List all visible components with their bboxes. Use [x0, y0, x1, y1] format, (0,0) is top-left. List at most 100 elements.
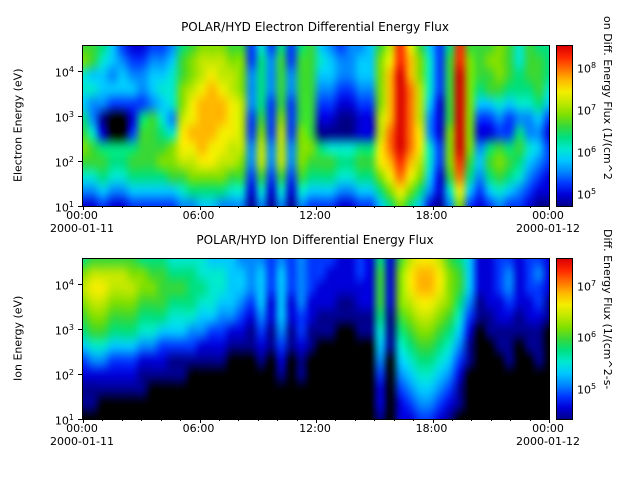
colorbar-axis-label: on Diff. Energy Flux (1/(cm^2	[601, 16, 614, 180]
x-tick-label: 12:00	[299, 422, 331, 435]
x-tick-label: 06:00	[182, 209, 215, 222]
x-tick-mark	[296, 419, 298, 421]
x-tick-mark	[549, 206, 550, 210]
x-tick-mark	[83, 206, 84, 210]
x-tick-mark	[180, 206, 182, 208]
colorbar-tick-labels: 108 107 106 105	[577, 45, 617, 205]
x-tick-mark	[199, 206, 201, 210]
y-tick-label: 103	[54, 109, 74, 125]
x-tick-mark	[374, 419, 376, 421]
y-axis-label: Electron Energy (eV)	[11, 68, 25, 182]
x-tick-mark	[277, 206, 279, 208]
x-tick-mark	[316, 419, 317, 423]
x-tick-mark	[335, 419, 337, 421]
x-tick-mark	[160, 206, 162, 208]
y-tick-label: 102	[54, 154, 74, 170]
x-tick-label: 00:00	[532, 209, 564, 222]
y-tick-label: 102	[54, 367, 74, 383]
y-tick-mark	[78, 283, 83, 285]
electron-spectrogram-canvas	[83, 46, 549, 206]
x-tick-mark	[102, 206, 104, 208]
x-tick-label: 12:00	[299, 209, 331, 222]
x-axis-date-end: 2000-01-12	[516, 435, 580, 448]
y-tick-mark	[78, 70, 83, 72]
y-axis-tick-labels: 104 103 102 101	[30, 258, 78, 428]
y-tick-label: 101	[54, 413, 74, 428]
x-tick-label: 00:00	[66, 422, 98, 435]
x-tick-mark	[432, 419, 434, 423]
y-tick-mark	[78, 419, 83, 420]
x-tick-mark	[549, 419, 550, 423]
x-tick-mark	[529, 206, 531, 208]
y-tick-mark	[78, 160, 83, 162]
y-tick-label: 104	[54, 64, 74, 80]
x-tick-mark	[257, 206, 259, 208]
electron-spectrogram-plot	[78, 45, 550, 210]
x-axis-tick-labels: 00:00 06:00 12:00 18:00 00:00	[66, 209, 564, 223]
y-axis-tick-labels: 104 103 102 101	[30, 45, 78, 215]
x-tick-mark	[451, 206, 453, 208]
x-tick-mark	[393, 419, 395, 421]
x-tick-mark	[490, 419, 492, 421]
panel-title: POLAR/HYD Ion Differential Energy Flux	[196, 233, 434, 247]
x-tick-mark	[257, 419, 259, 421]
colorbar	[556, 258, 573, 420]
ion-flux-panel: POLAR/HYD Ion Differential Energy Flux I…	[0, 213, 640, 463]
x-tick-mark	[413, 419, 415, 421]
y-tick-mark	[78, 206, 83, 207]
x-tick-mark	[199, 419, 201, 423]
ion-spectrogram-canvas	[83, 259, 549, 419]
x-tick-mark	[529, 419, 531, 421]
y-axis-label: Ion Energy (eV)	[11, 295, 25, 381]
y-tick-mark	[78, 115, 83, 117]
x-tick-mark	[141, 206, 143, 208]
x-tick-mark	[180, 419, 182, 421]
x-tick-mark	[218, 206, 220, 208]
x-tick-mark	[160, 419, 162, 421]
x-tick-mark	[471, 206, 473, 208]
x-tick-mark	[316, 206, 317, 210]
colorbar-tick-label: 105	[577, 382, 597, 397]
x-tick-mark	[510, 206, 512, 208]
x-tick-mark	[413, 206, 415, 208]
colorbar-tick-label: 106	[577, 145, 597, 160]
x-tick-mark	[218, 419, 220, 421]
x-tick-label: 18:00	[415, 209, 448, 222]
x-tick-mark	[354, 419, 356, 421]
colorbar-tick-label: 107	[577, 278, 597, 294]
y-tick-label: 103	[54, 322, 74, 338]
x-tick-mark	[83, 419, 84, 423]
colorbar	[556, 45, 573, 207]
colorbar-tick-label: 107	[577, 103, 597, 118]
colorbar-tick-labels: 107 106 105	[577, 258, 617, 418]
colorbar-tick-label: 105	[577, 187, 597, 203]
x-tick-mark	[451, 419, 453, 421]
colorbar-tick-label: 106	[577, 330, 597, 346]
x-tick-mark	[354, 206, 356, 208]
x-axis-date-start: 2000-01-11	[50, 435, 114, 448]
x-tick-mark	[121, 419, 123, 421]
y-tick-label: 101	[54, 200, 74, 215]
x-axis-tick-labels: 00:00 06:00 12:00 18:00 00:00	[66, 422, 564, 436]
x-tick-mark	[102, 419, 104, 421]
x-tick-mark	[393, 206, 395, 208]
x-tick-mark	[432, 206, 434, 210]
ion-spectrogram-plot	[78, 258, 550, 423]
x-tick-mark	[490, 206, 492, 208]
x-tick-mark	[296, 206, 298, 208]
y-tick-label: 104	[54, 277, 74, 293]
y-tick-mark	[78, 328, 83, 330]
y-tick-mark	[78, 373, 83, 375]
x-tick-mark	[335, 206, 337, 208]
x-tick-mark	[510, 419, 512, 421]
colorbar-tick-label: 108	[577, 61, 597, 76]
x-tick-mark	[374, 206, 376, 208]
panel-title: POLAR/HYD Electron Differential Energy F…	[181, 20, 449, 34]
x-tick-label: 18:00	[415, 422, 448, 435]
x-tick-label: 00:00	[66, 209, 98, 222]
x-tick-label: 00:00	[532, 422, 564, 435]
x-tick-mark	[277, 419, 279, 421]
x-tick-mark	[238, 206, 240, 208]
x-axis-date-end: 2000-01-12	[516, 222, 580, 235]
